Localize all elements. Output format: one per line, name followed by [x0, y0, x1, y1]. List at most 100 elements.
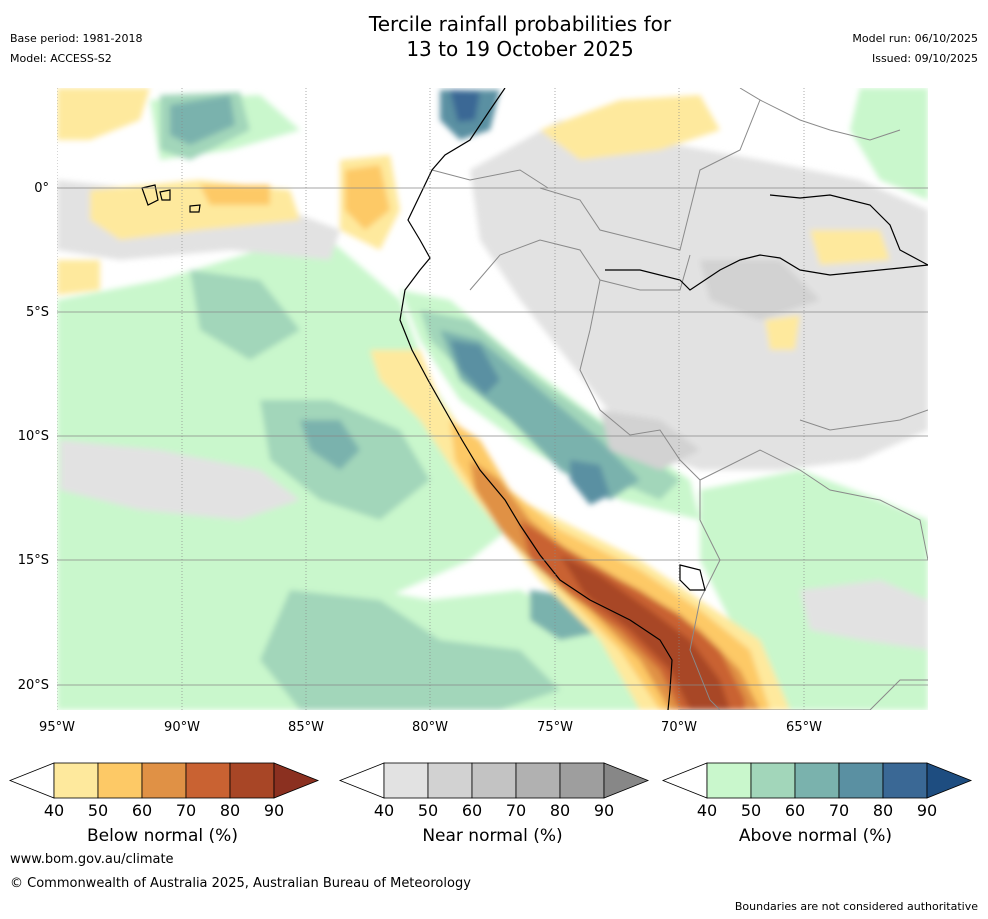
issued-text: Issued: 09/10/2025: [871, 52, 978, 65]
colorbar-below-tick: 60: [132, 801, 152, 820]
lon-label-90w: 90°W: [164, 720, 200, 735]
lat-label-20s: 20°S: [18, 678, 49, 693]
colorbar-above-tick: 70: [829, 801, 849, 820]
colorbar-near-tick: 90: [594, 801, 614, 820]
border-chile-bolivia: [680, 679, 928, 710]
lon-label-75w: 75°W: [537, 720, 573, 735]
coast-caribbean: [769, 194, 928, 266]
colorbar-above-swatch: [706, 762, 752, 799]
colorbar-near-high-arrow: [603, 762, 650, 799]
colorbar-near-swatch: [515, 762, 561, 799]
colorbar-above-tick: 50: [741, 801, 761, 820]
above-60-south: [260, 590, 560, 710]
colorbar-above-tick: 80: [873, 801, 893, 820]
colorbar-above-label: Above normal (%): [738, 826, 893, 846]
border-amazon-east: [799, 409, 928, 431]
map-panel: [57, 88, 928, 710]
border-peru-brazil: [579, 279, 701, 520]
above-70-north: [170, 95, 235, 145]
border-brazil-north: [759, 99, 901, 141]
colorbar-below-tick: 90: [264, 801, 284, 820]
colorbar-below-high-arrow: [273, 762, 320, 799]
colorbar-near-tick: 40: [374, 801, 394, 820]
colorbar-below-tick: 50: [88, 801, 108, 820]
colorbar-above-high-arrow: [926, 762, 973, 799]
near-40-east: [800, 580, 928, 650]
border-colombia-venezuela: [539, 88, 761, 251]
colorbar-near-tick: 80: [550, 801, 570, 820]
below-40-north: [57, 88, 150, 140]
colorbar-above-tick: 90: [917, 801, 937, 820]
colorbar-above-swatch: [794, 762, 840, 799]
colorbar-below-swatch: [229, 762, 275, 799]
border-peru-colombia: [469, 239, 691, 291]
graticule: [57, 88, 928, 710]
above-80-bolivia: [570, 460, 610, 505]
colorbar-near-swatch: [427, 762, 473, 799]
lon-label-95w: 95°W: [39, 720, 75, 735]
model-run-text: Model run: 06/10/2025: [852, 32, 978, 45]
lon-label-80w: 80°W: [412, 720, 448, 735]
colorbar-above-low-arrow: [661, 762, 708, 799]
below-40-pocket: [765, 315, 800, 350]
galapagos-island-2: [159, 189, 171, 201]
near-40-mid-ocean: [60, 440, 300, 520]
disclaimer-text: Boundaries are not considered authoritat…: [734, 900, 978, 913]
colorbar-near-tick: 60: [462, 801, 482, 820]
colorbar-below-tick: 40: [44, 801, 64, 820]
colorbar-near-swatch: [559, 762, 605, 799]
below-40-np: [540, 95, 720, 160]
above-50-ne: [850, 88, 928, 200]
colorbar-below-swatch: [185, 762, 231, 799]
above-60-west: [190, 270, 300, 360]
colorbar-below-swatch: [141, 762, 187, 799]
copyright-text: © Commonwealth of Australia 2025, Austra…: [10, 876, 471, 891]
above-70-mid: [300, 420, 360, 470]
above-90-north: [450, 90, 480, 122]
lon-label-85w: 85°W: [288, 720, 324, 735]
above-80-peru: [450, 340, 500, 395]
colorbar-above-swatch: [750, 762, 796, 799]
lon-labels: 95°W 90°W 85°W 80°W 75°W 70°W 65°W: [39, 720, 822, 735]
below-40-east: [810, 230, 890, 265]
colorbar-near-low-arrow: [338, 762, 385, 799]
colorbar-below: 40 50 60 70 80 90: [8, 762, 320, 820]
border-bolivia: [699, 449, 928, 561]
lat-label-15s: 15°S: [18, 553, 49, 568]
colorbar-below-low-arrow: [8, 762, 55, 799]
galapagos-island-3: [189, 204, 201, 213]
website-text: www.bom.gov.au/climate: [10, 852, 174, 867]
lat-label-10s: 10°S: [18, 429, 49, 444]
lat-label-0: 0°: [34, 181, 49, 196]
lat-labels: 0° 5°S 10°S 15°S 20°S: [18, 181, 49, 693]
colorbar-near-swatch: [471, 762, 517, 799]
colorbar-below-tick: 70: [176, 801, 196, 820]
below-40-west: [57, 260, 100, 295]
colorbar-above-tick: 40: [697, 801, 717, 820]
lon-label-70w: 70°W: [661, 720, 697, 735]
colorbar-below-swatch: [53, 762, 99, 799]
probability-field: [57, 88, 928, 710]
colorbar-above-swatch: [882, 762, 928, 799]
lat-label-5s: 5°S: [26, 305, 49, 320]
title-line-1: Tercile rainfall probabilities for: [368, 12, 672, 36]
title-line-2: 13 to 19 October 2025: [406, 37, 634, 61]
below-50-galapagos: [200, 185, 270, 205]
colorbar-near-label: Near normal (%): [422, 826, 563, 846]
titicaca-lake: [679, 564, 706, 591]
country-borders: [431, 88, 928, 710]
coast-orinoco: [605, 254, 928, 291]
galapagos-island-1: [141, 184, 159, 206]
colorbar-near-tick: 50: [418, 801, 438, 820]
coast-pacific: [399, 88, 673, 710]
near-50-amazon: [600, 410, 700, 470]
base-period-text: Base period: 1981-2018: [10, 32, 143, 45]
near-50-ne: [700, 260, 820, 320]
coastlines: [141, 88, 928, 710]
colorbar-above-swatch: [838, 762, 884, 799]
colorbar-near: 40 50 60 70 80 90: [338, 762, 650, 820]
colorbar-below-swatch: [97, 762, 143, 799]
map-title: Tercile rainfall probabilities for 13 to…: [0, 12, 988, 62]
colorbar-below-label: Below normal (%): [87, 826, 238, 846]
